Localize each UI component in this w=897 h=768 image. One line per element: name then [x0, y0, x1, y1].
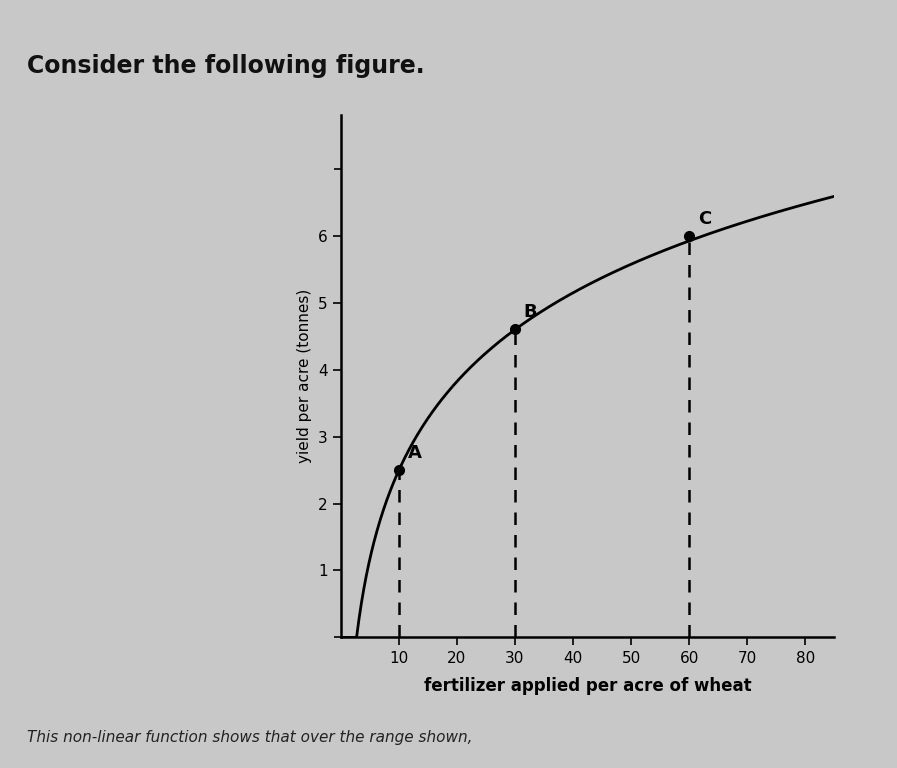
Text: B: B — [524, 303, 537, 321]
Text: A: A — [407, 444, 422, 462]
Text: This non-linear function shows that over the range shown,: This non-linear function shows that over… — [27, 730, 473, 745]
X-axis label: fertilizer applied per acre of wheat: fertilizer applied per acre of wheat — [423, 677, 752, 695]
Text: C: C — [698, 210, 711, 227]
Y-axis label: yield per acre (tonnes): yield per acre (tonnes) — [298, 290, 312, 463]
Text: Consider the following figure.: Consider the following figure. — [27, 54, 424, 78]
